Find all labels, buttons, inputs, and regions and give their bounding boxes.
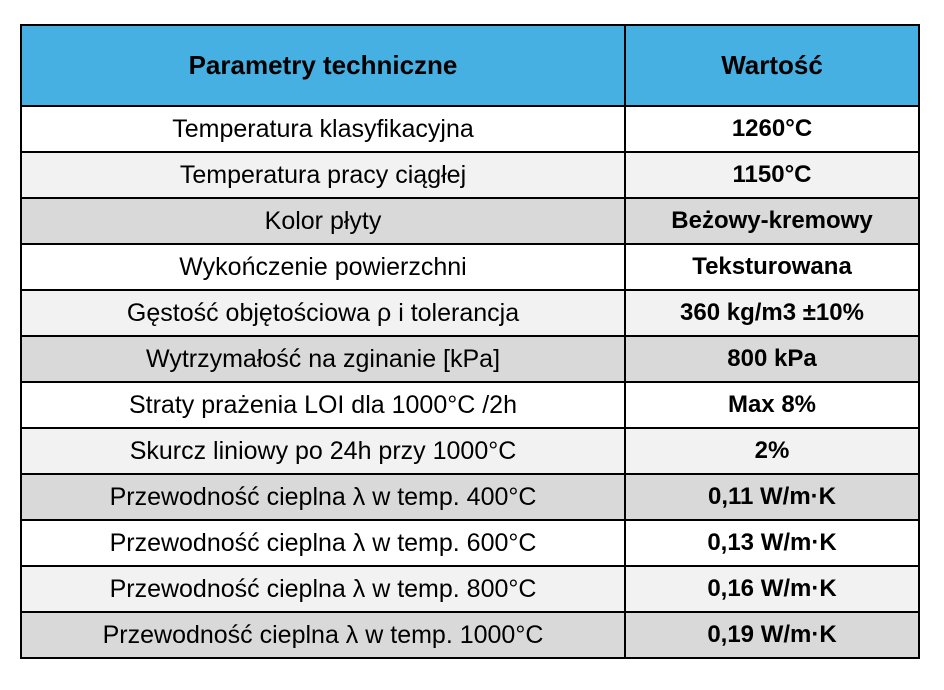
parameter-cell: Wykończenie powierzchni — [20, 243, 626, 291]
table-row: Temperatura klasyfikacyjna 1260°C — [20, 105, 920, 153]
table-body: Temperatura klasyfikacyjna 1260°C Temperat… — [20, 105, 920, 659]
value-cell: 1150°C — [624, 151, 920, 199]
value-cell: 0,19 W/m·K — [624, 611, 920, 659]
table-row: Przewodność cieplna λ w temp. 600°C 0,13 … — [20, 519, 920, 567]
table-row: Wykończenie powierzchni Teksturowana — [20, 243, 920, 291]
table-row: Przewodność cieplna λ w temp. 400°C 0,11 … — [20, 473, 920, 521]
value-cell: 1260°C — [624, 105, 920, 153]
parameter-cell: Kolor płyty — [20, 197, 626, 245]
parameter-cell: Straty prażenia LOI dla 1000°C /2h — [20, 381, 626, 429]
parameter-cell: Temperatura pracy ciągłej — [20, 151, 626, 199]
table-row: Przewodność cieplna λ w temp. 800°C 0,16 … — [20, 565, 920, 613]
value-cell: Beżowy-kremowy — [624, 197, 920, 245]
value-cell: Max 8% — [624, 381, 920, 429]
table-row: Straty prażenia LOI dla 1000°C /2h Max 8% — [20, 381, 920, 429]
parameter-cell: Wytrzymałość na zginanie [kPa] — [20, 335, 626, 383]
value-cell: 0,13 W/m·K — [624, 519, 920, 567]
table-row: Wytrzymałość na zginanie [kPa] 800 kPa — [20, 335, 920, 383]
table-row: Kolor płyty Beżowy-kremowy — [20, 197, 920, 245]
parameter-cell: Gęstość objętościowa ρ i tolerancja — [20, 289, 626, 337]
table-row: Przewodność cieplna λ w temp. 1000°C 0,19… — [20, 611, 920, 659]
value-cell: 360 kg/m3 ±10% — [624, 289, 920, 337]
table-header: Parametry techniczne Wartość — [20, 24, 920, 107]
parameter-cell: Przewodność cieplna λ w temp. 600°C — [20, 519, 626, 567]
value-cell: Teksturowana — [624, 243, 920, 291]
header-row: Parametry techniczne Wartość — [20, 24, 920, 107]
spec-table: Parametry techniczne Wartość Temperatura… — [20, 24, 920, 659]
parameter-cell: Przewodność cieplna λ w temp. 400°C — [20, 473, 626, 521]
header-cell: Parametry techniczne — [20, 24, 626, 107]
parameter-cell: Przewodność cieplna λ w temp. 1000°C — [20, 611, 626, 659]
table-row: Temperatura pracy ciągłej 1150°C — [20, 151, 920, 199]
value-cell: 800 kPa — [624, 335, 920, 383]
value-cell: 0,11 W/m·K — [624, 473, 920, 521]
value-cell: 0,16 W/m·K — [624, 565, 920, 613]
table-row: Skurcz liniowy po 24h przy 1000°C 2% — [20, 427, 920, 475]
parameter-cell: Przewodność cieplna λ w temp. 800°C — [20, 565, 626, 613]
value-cell: 2% — [624, 427, 920, 475]
parameter-cell: Skurcz liniowy po 24h przy 1000°C — [20, 427, 626, 475]
header-cell: Wartość — [624, 24, 920, 107]
table-row: Gęstość objętościowa ρ i tolerancja 360 k… — [20, 289, 920, 337]
parameter-cell: Temperatura klasyfikacyjna — [20, 105, 626, 153]
